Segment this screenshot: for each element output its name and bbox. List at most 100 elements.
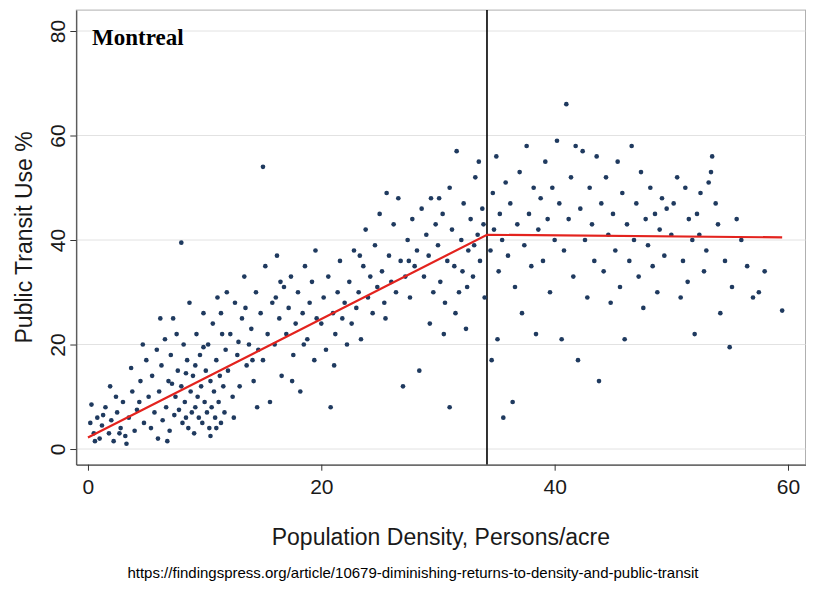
point xyxy=(583,238,588,243)
point xyxy=(220,332,225,337)
plot-area xyxy=(88,10,785,465)
point xyxy=(208,379,213,384)
point xyxy=(571,274,576,279)
point xyxy=(370,311,375,316)
point xyxy=(188,389,193,394)
point xyxy=(408,295,413,300)
point xyxy=(454,149,459,154)
point xyxy=(159,363,164,368)
point xyxy=(552,238,557,243)
point xyxy=(307,300,312,305)
point xyxy=(406,259,411,264)
point xyxy=(604,175,609,180)
point xyxy=(739,238,744,243)
point xyxy=(196,415,201,420)
point xyxy=(235,353,240,358)
point xyxy=(236,340,241,345)
point xyxy=(550,185,555,190)
chart: 0204060020406080MontrealPopulation Densi… xyxy=(0,0,826,593)
point xyxy=(468,217,473,222)
point xyxy=(247,342,252,347)
y-tick-mark xyxy=(70,449,76,450)
point xyxy=(289,274,294,279)
point xyxy=(506,253,511,258)
point xyxy=(683,185,688,190)
point xyxy=(681,259,686,264)
point xyxy=(780,308,785,313)
point xyxy=(384,191,389,196)
point xyxy=(114,394,119,399)
point xyxy=(538,196,543,201)
grid-line xyxy=(76,31,805,32)
point xyxy=(632,238,637,243)
y-tick-mark xyxy=(70,240,76,241)
point xyxy=(342,300,347,305)
point xyxy=(594,154,599,159)
point xyxy=(182,400,187,405)
point xyxy=(357,253,362,258)
point xyxy=(445,259,450,264)
y-tick-label: 0 xyxy=(46,444,69,456)
point xyxy=(345,342,350,347)
point xyxy=(615,159,620,164)
point xyxy=(290,379,295,384)
point xyxy=(193,405,198,410)
point xyxy=(415,248,420,253)
point xyxy=(205,410,210,415)
point xyxy=(597,379,602,384)
point xyxy=(154,347,159,352)
x-tick-label: 60 xyxy=(777,475,800,498)
point xyxy=(675,175,680,180)
point xyxy=(613,248,618,253)
point xyxy=(373,243,378,248)
point xyxy=(214,358,219,363)
point xyxy=(165,439,170,444)
point xyxy=(202,400,207,405)
point xyxy=(695,212,700,217)
point xyxy=(95,415,100,420)
point xyxy=(422,274,427,279)
point xyxy=(368,274,373,279)
point xyxy=(210,321,215,326)
point xyxy=(412,264,417,269)
point xyxy=(382,300,387,305)
point xyxy=(457,290,462,295)
point xyxy=(702,269,707,274)
point xyxy=(648,185,653,190)
point xyxy=(489,358,494,363)
grid xyxy=(76,31,805,449)
point xyxy=(326,274,331,279)
point xyxy=(103,405,108,410)
point xyxy=(501,415,506,420)
x-axis-line xyxy=(77,465,806,466)
point xyxy=(186,426,191,431)
y-tick: 80 xyxy=(46,20,76,43)
point xyxy=(625,222,630,227)
point xyxy=(223,347,228,352)
point xyxy=(698,191,703,196)
point xyxy=(101,413,106,418)
point xyxy=(587,185,592,190)
point xyxy=(152,410,157,415)
point xyxy=(646,243,651,248)
point xyxy=(576,358,581,363)
point xyxy=(401,384,406,389)
point xyxy=(461,201,466,206)
point xyxy=(555,138,560,143)
point xyxy=(508,201,513,206)
point xyxy=(109,418,114,423)
point xyxy=(692,332,697,337)
point xyxy=(168,353,173,358)
point xyxy=(200,421,205,426)
point xyxy=(459,238,464,243)
point xyxy=(273,295,278,300)
point xyxy=(472,243,477,248)
point xyxy=(244,363,249,368)
point xyxy=(208,434,213,439)
point xyxy=(191,374,196,379)
point xyxy=(460,269,465,274)
point xyxy=(115,410,120,415)
point xyxy=(524,144,529,149)
point xyxy=(300,311,305,316)
x-axis-title: Population Density, Persons/acre xyxy=(272,524,610,550)
